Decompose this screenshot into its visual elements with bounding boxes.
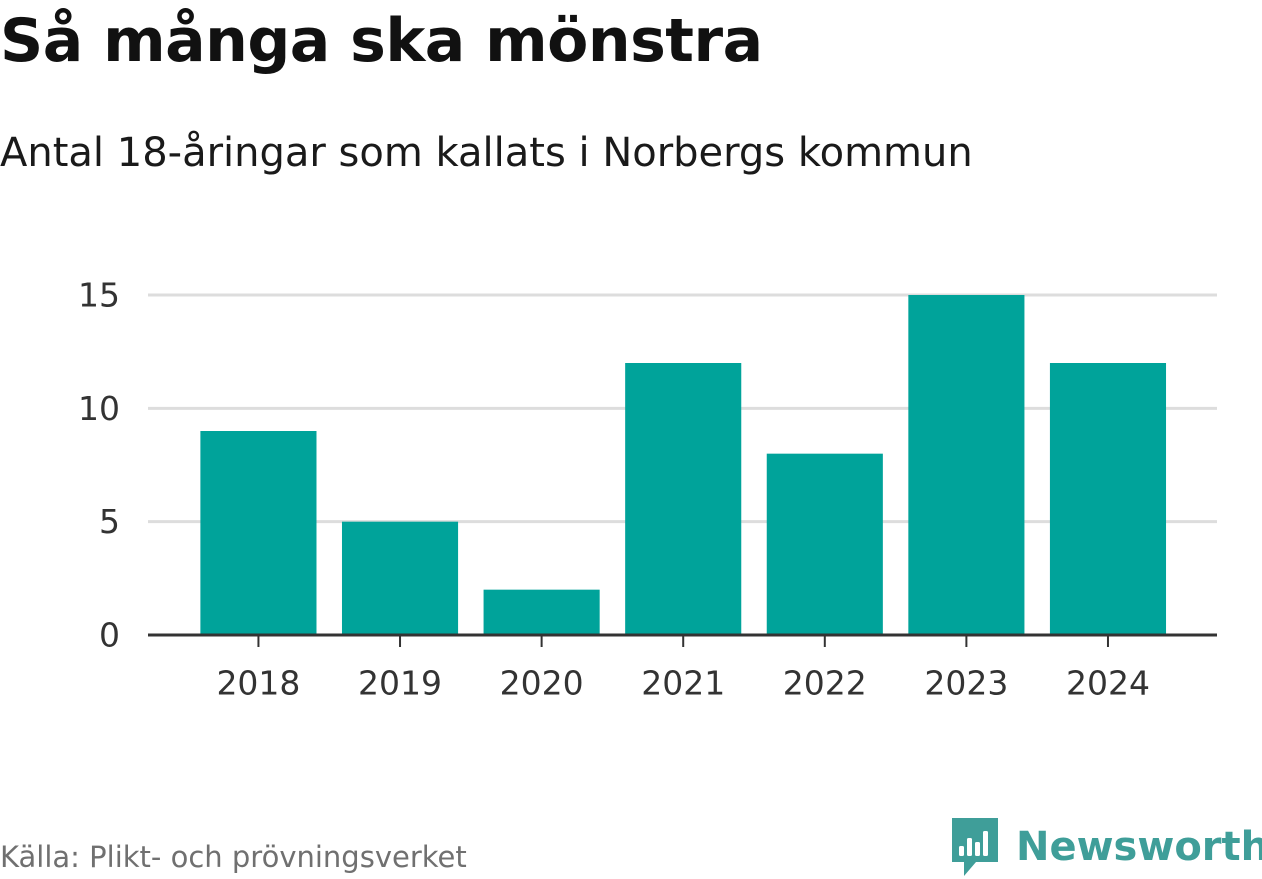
bar-chart: 0 5 10 15 2018 2019 2020 2021 2022 2023 2024 [78,276,1217,703]
bar [200,431,317,635]
x-tick-label: 2024 [1066,664,1150,703]
brand-name: Newsworthy [1016,824,1262,870]
y-tick-label: 10 [78,389,120,428]
y-tick-label: 0 [99,616,120,655]
y-tick-label: 5 [99,502,120,541]
chart-subtitle: Antal 18-åringar som kallats i Norbergs … [0,130,973,176]
bar [766,453,883,635]
newsworthy-logo-icon [952,818,998,876]
x-tick-label: 2020 [500,664,584,703]
x-tick-label: 2022 [783,664,867,703]
y-tick-label: 15 [78,276,120,315]
chart-title: Så många ska mönstra [0,6,763,76]
x-tick-label: 2019 [358,664,442,703]
x-tick-label: 2021 [641,664,725,703]
x-tick-label: 2018 [216,664,300,703]
source-note: Källa: Plikt- och prövningsverket [0,840,467,874]
brand-logo[interactable]: Newsworthy [950,818,1262,876]
x-tick-label: 2023 [924,664,1008,703]
bar [483,589,600,635]
bar [341,521,459,635]
bar [625,363,742,635]
bar [908,295,1025,635]
bar [1049,363,1167,635]
